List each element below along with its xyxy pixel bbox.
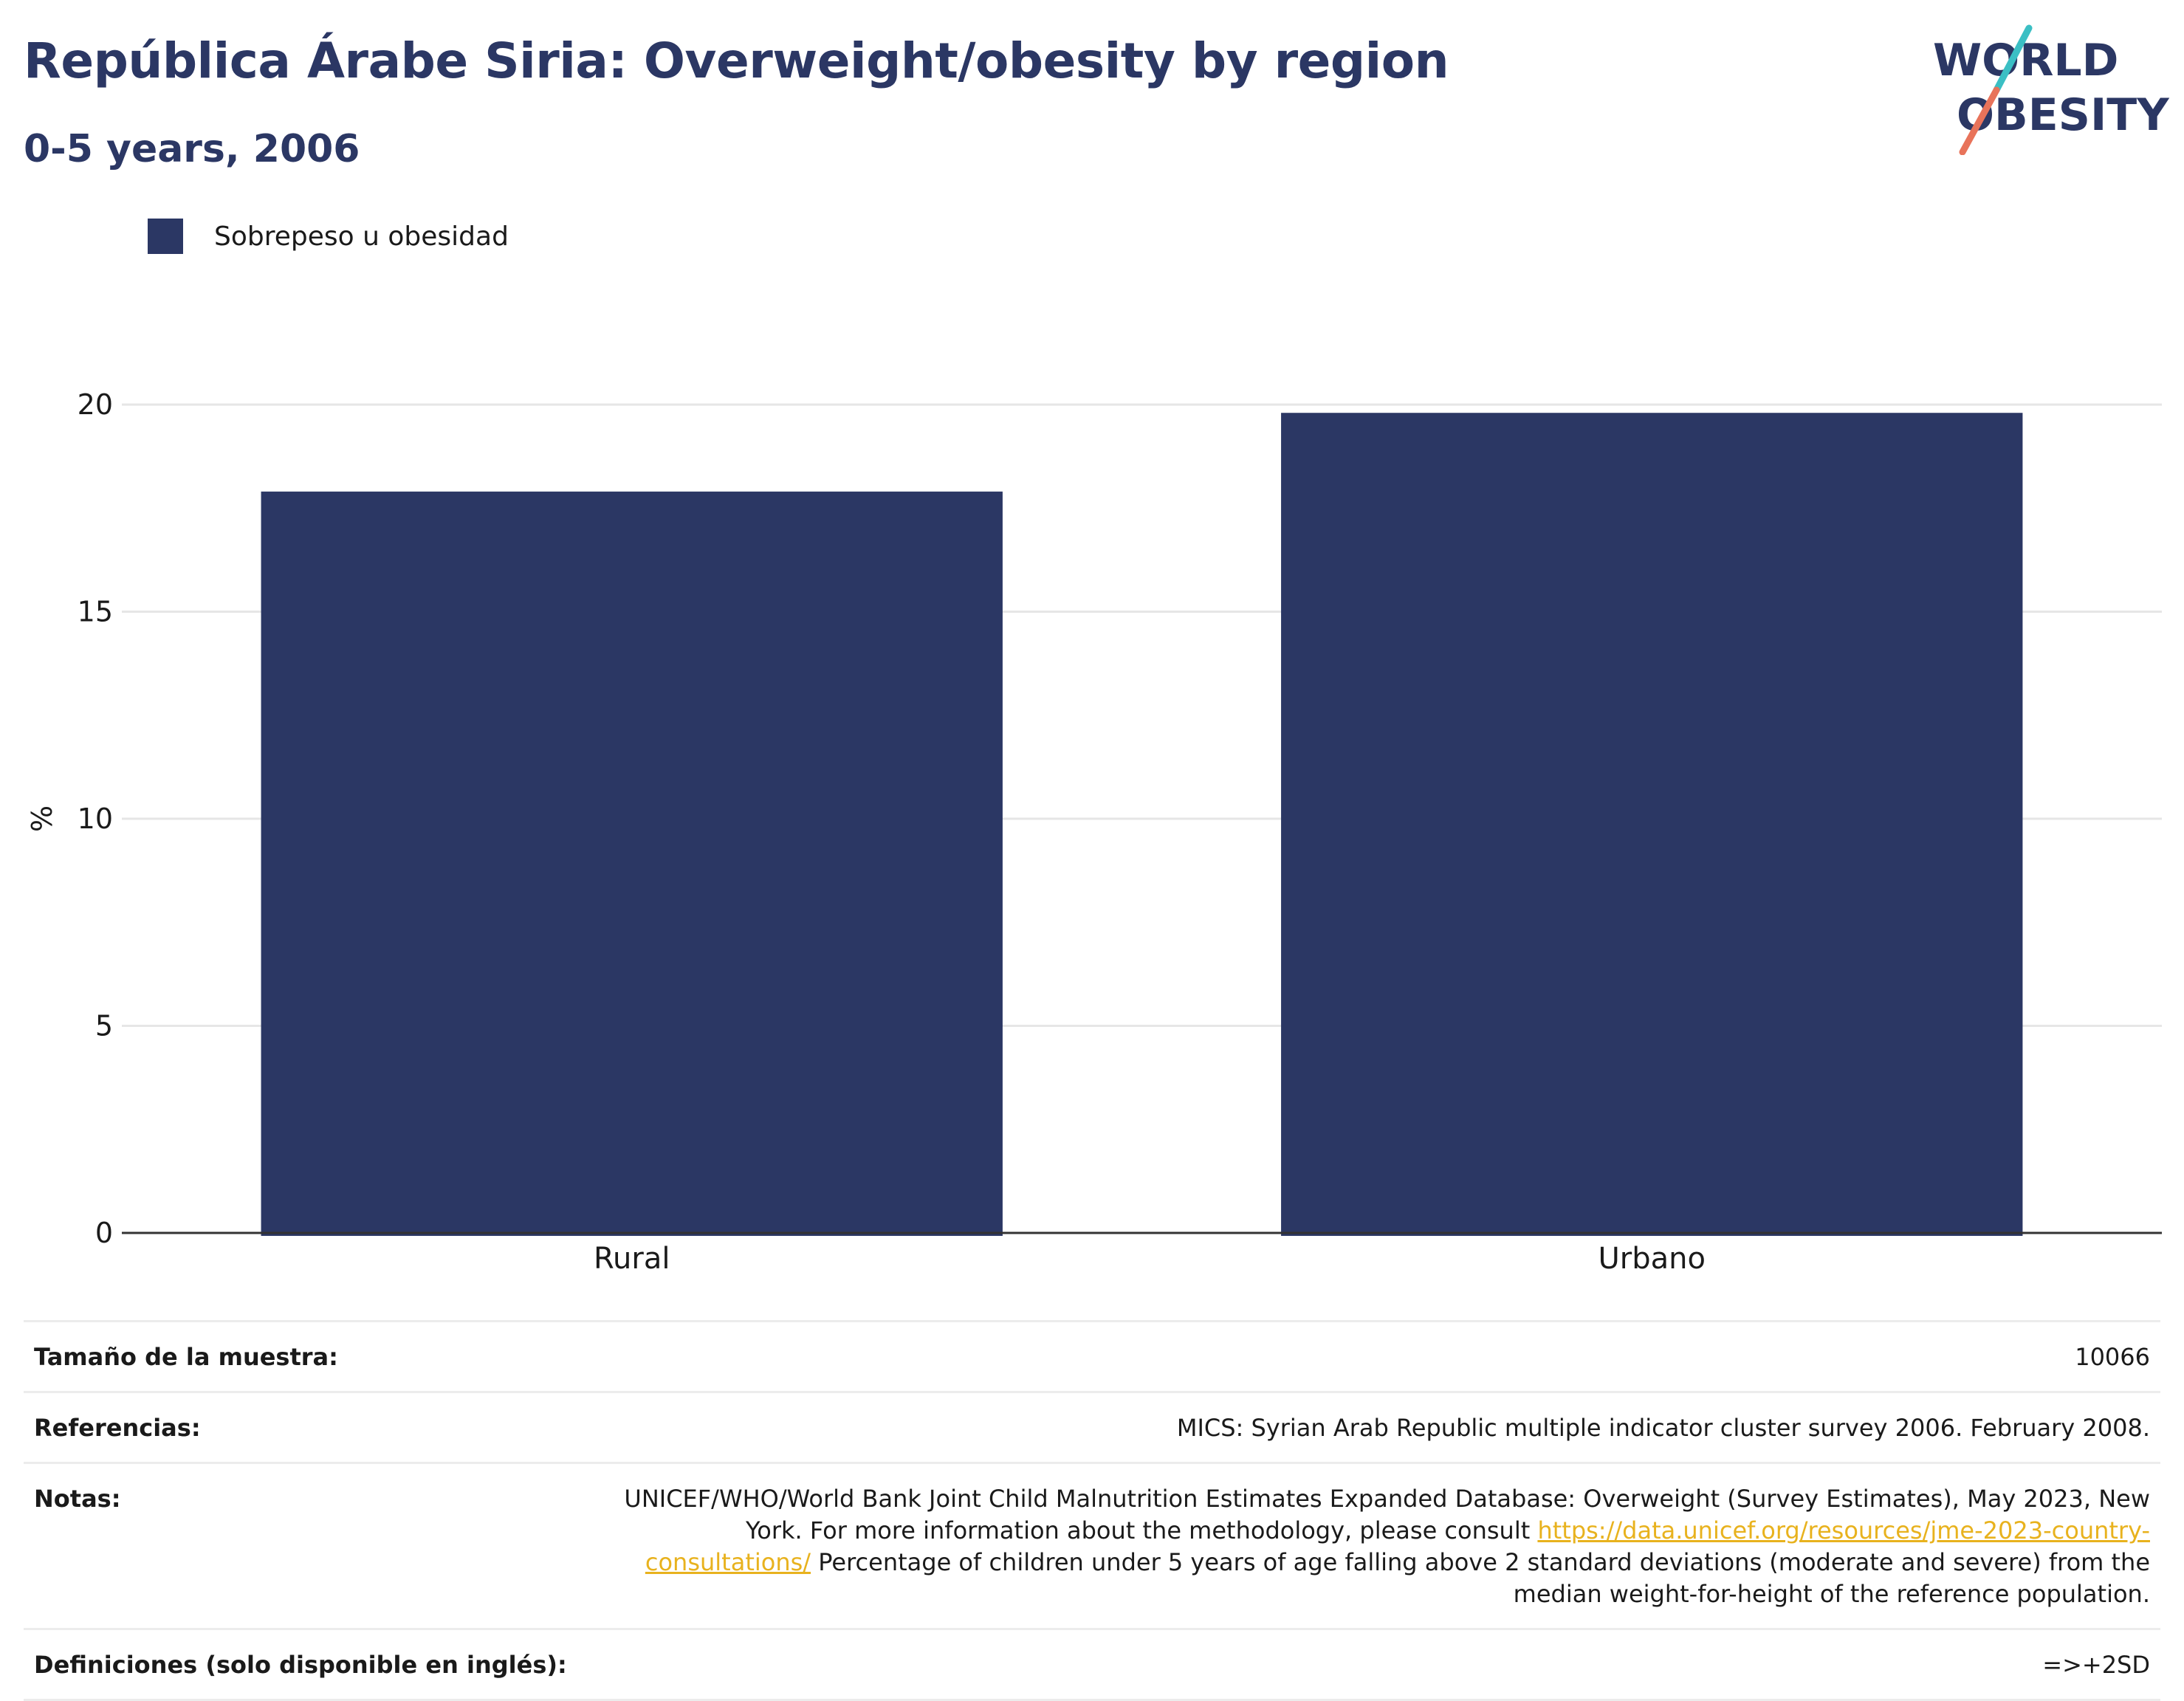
- references-label: Referencias:: [34, 1414, 201, 1442]
- legend: Sobrepeso u obesidad: [148, 219, 509, 254]
- references-value: MICS: Syrian Arab Republic multiple indi…: [1176, 1414, 2150, 1442]
- x-tick-label: Rural: [594, 1242, 670, 1276]
- y-tick-label: 10: [78, 803, 113, 835]
- y-tick-label: 0: [95, 1217, 113, 1249]
- info-row-notes: Notas: UNICEF/WHO/World Bank Joint Child…: [24, 1462, 2160, 1628]
- x-tick-label: Urbano: [1598, 1242, 1706, 1276]
- definitions-label: Definiciones (solo disponible en inglés)…: [34, 1651, 567, 1679]
- sample-size-value: 10066: [2075, 1343, 2150, 1371]
- info-row-sample-size: Tamaño de la muestra: 10066: [24, 1320, 2160, 1391]
- info-row-references: Referencias: MICS: Syrian Arab Republic …: [24, 1391, 2160, 1462]
- notes-label: Notas:: [34, 1485, 121, 1513]
- logo-slash-top: [1993, 24, 2033, 94]
- notes-text-2: Percentage of children under 5 years of …: [811, 1548, 2150, 1608]
- y-tick-label: 5: [95, 1010, 113, 1042]
- bar-chart: 0 5 10 15 20% Rural Urbano: [26, 388, 2162, 1276]
- notes-value: UNICEF/WHO/World Bank Joint Child Malnut…: [614, 1483, 2150, 1610]
- legend-label: Sobrepeso u obesidad: [214, 221, 509, 252]
- sample-size-label: Tamaño de la muestra:: [34, 1343, 338, 1371]
- bar: [261, 491, 1003, 1236]
- y-axis-title: %: [26, 805, 58, 832]
- definitions-value: =>+2SD: [2042, 1651, 2150, 1679]
- info-table: Tamaño de la muestra: 10066 Referencias:…: [24, 1320, 2160, 1701]
- logo-word-world: WORLD: [1933, 35, 2118, 86]
- world-obesity-logo: WORLD OBESITY: [1933, 24, 2170, 155]
- chart-title: República Árabe Siria: Overweight/obesit…: [24, 32, 1449, 89]
- logo-slash-bottom: [1959, 86, 2000, 155]
- bar: [1281, 413, 2023, 1236]
- y-tick-label: 15: [78, 596, 113, 628]
- legend-swatch: [148, 219, 183, 254]
- y-tick-label: 20: [78, 388, 113, 421]
- chart-subtitle: 0-5 years, 2006: [24, 127, 360, 171]
- info-row-definitions: Definiciones (solo disponible en inglés)…: [24, 1628, 2160, 1701]
- notes-text-1: UNICEF/WHO/World Bank Joint Child Malnut…: [624, 1485, 2150, 1544]
- methodology-link[interactable]: https://data.unicef.org/resources/jme-20…: [645, 1516, 2150, 1576]
- logo-word-obesity: OBESITY: [1957, 89, 2170, 141]
